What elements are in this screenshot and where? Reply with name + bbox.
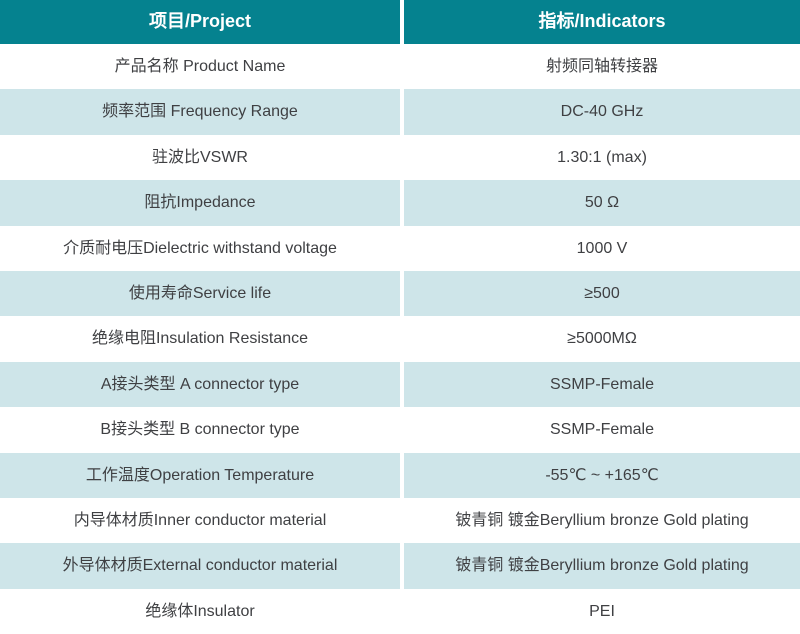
table-row: 工作温度Operation Temperature -55℃ ~ +165℃ xyxy=(0,452,800,498)
table-row: 绝缘电阻Insulation Resistance ≥5000MΩ xyxy=(0,316,800,362)
indicator-cell: SSMP-Female xyxy=(549,375,655,393)
indicator-cell: SSMP-Female xyxy=(549,421,655,439)
table-row: 频率范围 Frequency Range DC-40 GHz xyxy=(0,89,800,135)
table-row: 绝缘体Insulator PEI xyxy=(0,588,800,634)
indicator-cell: PEI xyxy=(589,602,615,620)
indicator-cell: 1000 V xyxy=(576,239,628,257)
table-row: 外导体材质External conductor material 铍青铜 镀金B… xyxy=(0,543,800,589)
table-body: 产品名称 Product Name 射频同轴转接器 频率范围 Frequency… xyxy=(0,44,800,634)
project-cell: 产品名称 Product Name xyxy=(0,44,404,90)
table-row: 介质耐电压Dielectric withstand voltage 1000 V xyxy=(0,225,800,271)
table-header-row: 项目/Project 指标/Indicators xyxy=(0,0,800,44)
project-cell: 介质耐电压Dielectric withstand voltage xyxy=(0,225,404,271)
indicator-cell: -55℃ ~ +165℃ xyxy=(545,466,659,484)
project-cell: 外导体材质External conductor material xyxy=(0,543,404,589)
table-row: A接头类型 A connector type SSMP-Female xyxy=(0,361,800,408)
indicator-cell: 1.30:1 (max) xyxy=(557,148,647,166)
column-header-project: 项目/Project xyxy=(0,0,404,44)
indicator-cell: 射频同轴转接器 xyxy=(545,58,658,76)
project-cell: A接头类型 A connector type xyxy=(0,361,404,408)
indicator-cell: ≥5000MΩ xyxy=(567,330,637,348)
indicator-cell: DC-40 GHz xyxy=(560,103,644,121)
project-cell: 频率范围 Frequency Range xyxy=(0,89,404,135)
indicator-cell: 50 Ω xyxy=(584,194,620,212)
table-row: 驻波比VSWR 1.30:1 (max) xyxy=(0,134,800,181)
indicator-cell: ≥500 xyxy=(584,285,620,303)
project-cell: 阻抗Impedance xyxy=(0,180,404,226)
project-cell: 内导体材质Inner conductor material xyxy=(0,497,404,544)
table-row: 产品名称 Product Name 射频同轴转接器 xyxy=(0,44,800,90)
indicator-cell: 铍青铜 镀金Beryllium bronze Gold plating xyxy=(455,512,749,529)
project-cell: 绝缘电阻Insulation Resistance xyxy=(0,316,404,362)
table-row: B接头类型 B connector type SSMP-Female xyxy=(0,407,800,453)
project-cell: 绝缘体Insulator xyxy=(0,588,404,634)
project-cell: 驻波比VSWR xyxy=(0,134,404,181)
table-row: 阻抗Impedance 50 Ω xyxy=(0,180,800,226)
table-row: 使用寿命Service life ≥500 xyxy=(0,270,800,317)
project-cell: 工作温度Operation Temperature xyxy=(0,452,404,498)
table-row: 内导体材质Inner conductor material 铍青铜 镀金Bery… xyxy=(0,497,800,544)
project-cell: 使用寿命Service life xyxy=(0,270,404,317)
column-header-indicators: 指标/Indicators xyxy=(538,11,666,32)
project-cell: B接头类型 B connector type xyxy=(0,407,404,453)
indicator-cell: 铍青铜 镀金Beryllium bronze Gold plating xyxy=(455,557,749,575)
